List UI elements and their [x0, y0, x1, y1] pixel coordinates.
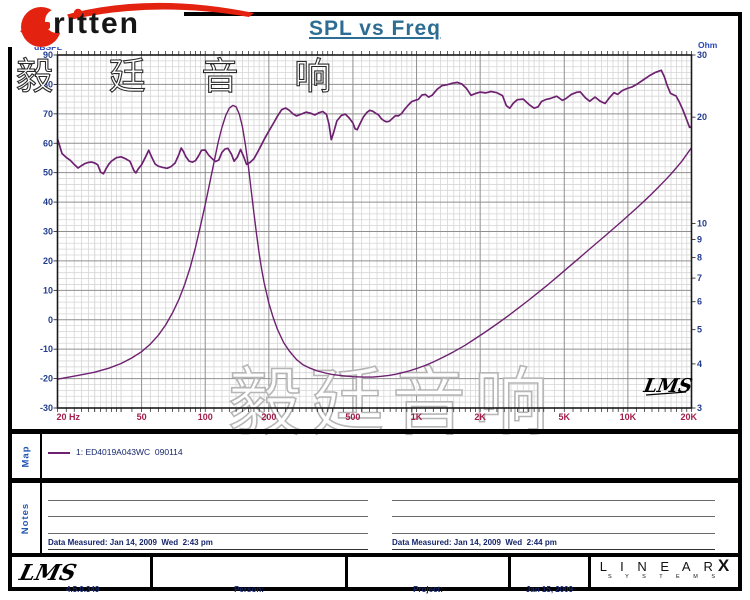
svg-text:20: 20: [43, 256, 53, 266]
svg-text:-10: -10: [40, 344, 53, 354]
axis-labels: 9080706050403020100-10-20-30dBSPL3020109…: [34, 40, 718, 422]
page-title: SPL vs Freq: [309, 17, 441, 40]
svg-text:-20: -20: [40, 374, 53, 384]
footer-divider: [150, 557, 153, 588]
series-1: [57, 104, 693, 380]
svg-text:20 Hz: 20 Hz: [57, 412, 81, 422]
svg-text:40: 40: [43, 197, 53, 207]
svg-text:70: 70: [43, 109, 53, 119]
note-line: [48, 549, 368, 550]
brand-swoosh-icon: [20, 2, 254, 47]
footer-divider: [508, 557, 511, 588]
linearx-text: L I N E A R: [599, 559, 718, 574]
svg-text:10: 10: [43, 285, 53, 295]
chart-lms-logo: LMS: [641, 374, 694, 397]
svg-text:LMS: LMS: [641, 374, 694, 397]
version-block: 4.5.0.349 11/15/2004: [66, 562, 106, 600]
legend-text: 1: ED4019A043WC 090114: [76, 447, 183, 457]
svg-text:50: 50: [137, 412, 147, 422]
svg-text:80: 80: [43, 79, 53, 89]
notes-label: Notes: [20, 502, 32, 534]
divider-chart-map: [8, 429, 742, 434]
note-line: [392, 500, 715, 501]
svg-text:200: 200: [261, 412, 276, 422]
footer-date: Jan 15, 2009: [525, 585, 574, 594]
svg-text:30: 30: [43, 227, 53, 237]
page-border: [8, 12, 742, 591]
svg-text:10: 10: [697, 218, 707, 228]
svg-text:50: 50: [43, 168, 53, 178]
svg-text:7: 7: [697, 273, 702, 283]
svg-text:3: 3: [697, 403, 702, 413]
cjk-header-text: 毅 廷 音 响: [15, 54, 353, 98]
svg-text:5: 5: [697, 325, 702, 335]
svg-text:30: 30: [697, 50, 707, 60]
svg-text:20: 20: [697, 112, 707, 122]
project-file-cell: Project: File: ED4019A043WC 090114.lib: [348, 562, 508, 600]
brand-wordmark: rıtten: [53, 7, 140, 40]
svg-text:2K: 2K: [474, 412, 486, 422]
svg-text:-30: -30: [40, 403, 53, 413]
axis-ticks: [53, 51, 696, 412]
footer-divider: [588, 557, 591, 588]
svg-text:90: 90: [43, 50, 53, 60]
svg-text:毅 廷 音 响: 毅 廷 音 响: [16, 55, 353, 98]
svg-text:10K: 10K: [620, 412, 637, 422]
svg-text:9: 9: [697, 235, 702, 245]
note-line: [392, 549, 715, 550]
divider-notes-footer: [8, 553, 742, 557]
linearx-x: X: [717, 556, 730, 575]
legend-swatch: [48, 452, 70, 454]
svg-text:5K: 5K: [559, 412, 571, 422]
note-line: [48, 533, 368, 534]
svg-text:500: 500: [345, 412, 360, 422]
svg-text:dBSPL: dBSPL: [34, 42, 62, 52]
svg-text:60: 60: [43, 138, 53, 148]
data-measured-left: Data Measured: Jan 14, 2009 Wed 2:43 pm: [48, 538, 213, 547]
notes-label-cell: Notes: [12, 483, 40, 553]
map-label-cell: Map: [12, 434, 40, 478]
brand-i-dot-icon: [73, 8, 83, 18]
project-label: Project:: [413, 585, 443, 594]
svg-text:6: 6: [697, 297, 702, 307]
notes-label-divider: [40, 483, 42, 553]
svg-text:Ohm: Ohm: [698, 40, 718, 50]
svg-text:1K: 1K: [411, 412, 423, 422]
linearx-systems-text: S Y S T E M S: [607, 574, 722, 580]
person-label: Person:: [234, 585, 264, 594]
note-line: [392, 516, 715, 517]
note-line: [48, 516, 368, 517]
map-label-divider: [40, 434, 42, 478]
linearx-logo: L I N E A RX S Y S T E M S: [591, 557, 738, 582]
datetime-cell: Jan 15, 2009 Thr 9:34 am: [511, 562, 588, 600]
note-line: [48, 500, 368, 501]
svg-text:0: 0: [48, 315, 53, 325]
divider-map-notes: [8, 478, 742, 483]
svg-text:20K: 20K: [680, 412, 697, 422]
svg-text:8: 8: [697, 253, 702, 263]
footer-divider: [345, 557, 348, 588]
brand-logo: [6, 0, 254, 47]
data-measured-right: Data Measured: Jan 14, 2009 Wed 2:44 pm: [392, 538, 557, 547]
svg-text:100: 100: [198, 412, 213, 422]
version-number: 4.5.0.349: [66, 585, 100, 594]
svg-text:4: 4: [697, 359, 702, 369]
curves: [56, 69, 693, 380]
map-label: Map: [20, 445, 32, 467]
note-line: [392, 533, 715, 534]
series-0: [56, 69, 692, 175]
person-company-cell: Person: Company:: [153, 562, 345, 600]
